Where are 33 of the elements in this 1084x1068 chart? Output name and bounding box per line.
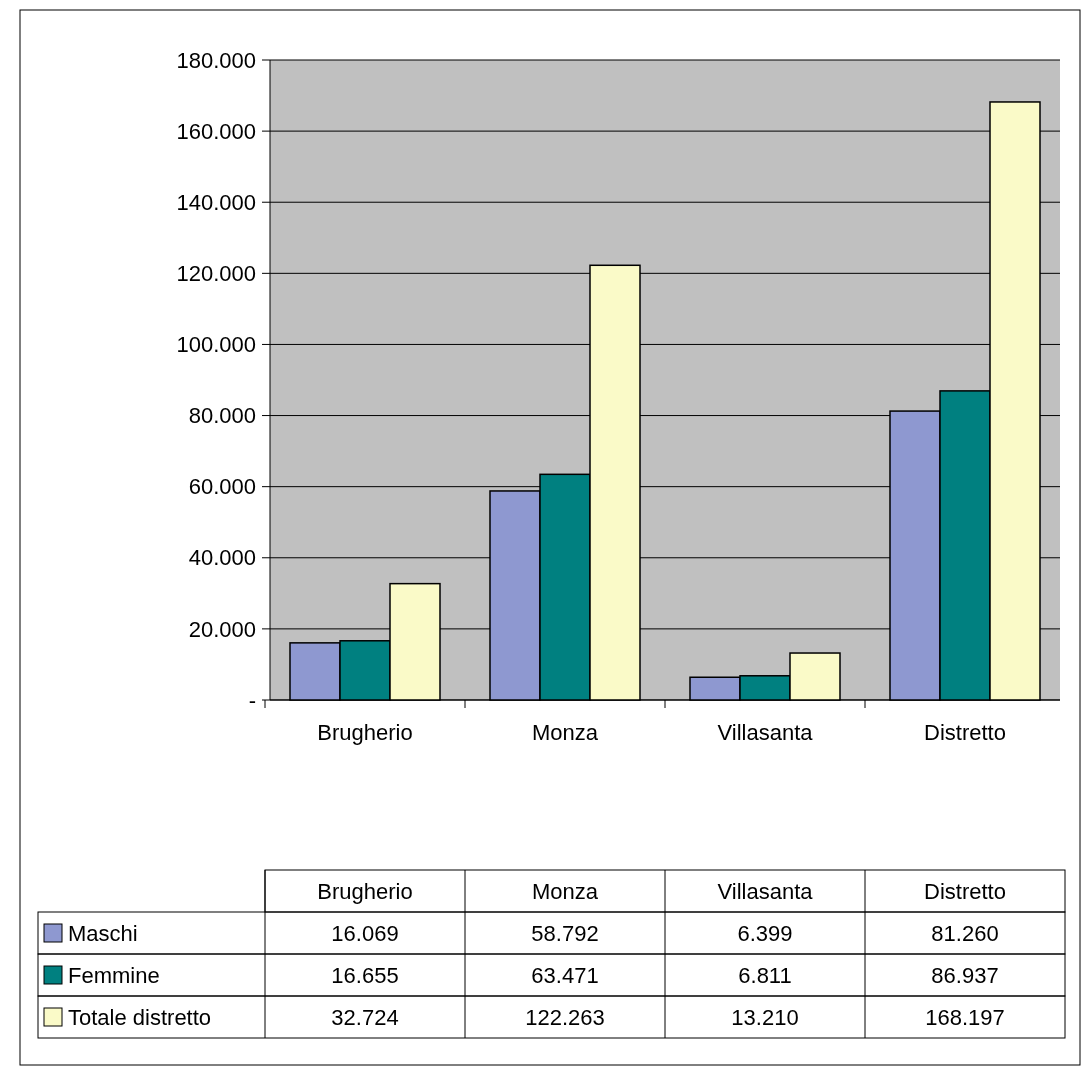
data-label: 58.792 [531,920,599,946]
data-label: 168.197 [925,1004,1005,1030]
data-label: 32.724 [331,1004,399,1030]
x-tick-label: Monza [531,720,599,745]
x-tick-label: Villasanta [717,720,814,745]
data-label: 16.655 [331,962,399,988]
data-label: 13.210 [731,1004,799,1030]
data-label: 16.069 [331,920,399,946]
category-label: Villasanta [717,878,813,904]
category-label: Brugherio [317,878,413,904]
x-tick-label: Distretto [924,720,1006,745]
data-label: 81.260 [931,920,999,946]
x-tick-label: Brugherio [317,720,413,745]
legend-label: Femmine [68,962,160,988]
data-label: 6.399 [737,920,793,946]
y-tick-label: 100.000 [176,332,256,358]
data-label: 6.811 [738,962,792,988]
y-tick-label: 20.000 [188,616,256,642]
y-tick-label: 80.000 [188,403,256,429]
data-label: 86.937 [931,962,999,988]
data-label: 122.263 [525,1004,605,1030]
y-tick-label: 140.000 [176,189,256,215]
category-label: Monza [531,878,599,904]
y-tick-label: 120.000 [176,261,256,287]
y-tick-label: 60.000 [188,474,256,500]
y-tick-label: - [248,687,256,713]
legend-label: Maschi [68,920,138,946]
y-tick-label: 40.000 [188,545,256,571]
y-tick-label: 180.000 [176,47,256,73]
y-tick-label: 160.000 [176,118,256,144]
data-label: 63.471 [531,962,599,988]
legend-label: Totale distretto [68,1004,212,1030]
category-label: Distretto [924,878,1006,904]
